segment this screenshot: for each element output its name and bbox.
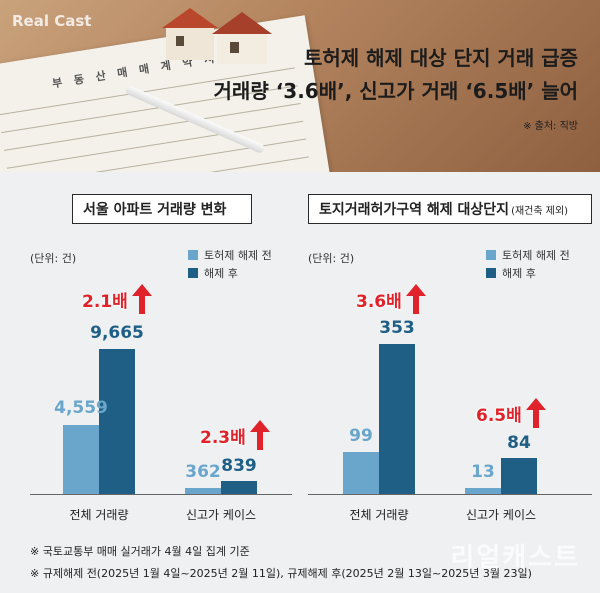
house-models <box>162 8 272 64</box>
up-arrow-icon <box>525 398 546 428</box>
panel-title-text: 서울 아파트 거래량 변화 <box>83 202 227 218</box>
value-label-record-after: 84 <box>507 433 531 453</box>
footnote-2: ※ 규제해제 전(2025년 1월 4일~2025년 2월 11일), 규제해제… <box>30 567 532 580</box>
bar-total-after <box>99 349 135 494</box>
multiplier-record: 6.5배 <box>476 398 546 428</box>
legend-item-before: 토허제 해제 전 <box>188 246 272 264</box>
realcast-logo: Real Cast <box>12 12 92 30</box>
source-note: ※ 출처: 직방 <box>523 121 578 132</box>
headline-line-2: 거래량 ‘3.6배’, 신고가 거래 ‘6.5배’ 늘어 <box>213 79 578 103</box>
up-arrow-icon <box>405 284 426 314</box>
panel-subtitle: (재건축 제외) <box>511 205 569 217</box>
legend-label-after: 해제 후 <box>502 267 536 280</box>
category-label-record: 신고가 케이스 <box>185 508 257 522</box>
panel-title: 서울 아파트 거래량 변화 <box>72 194 252 224</box>
watermark: 리얼캐스트 <box>450 543 580 573</box>
multiplier-total: 3.6배 <box>356 284 426 314</box>
up-arrow-icon <box>131 284 152 314</box>
footnote-1: ※ 국토교통부 매매 실거래가 4월 4일 집계 기준 <box>30 545 250 558</box>
legend: 토허제 해제 전 해제 후 <box>188 246 272 282</box>
multiplier-total: 2.1배 <box>82 284 152 314</box>
bar-total-before <box>343 452 379 494</box>
value-label-record-before: 362 <box>185 462 221 482</box>
multiplier-total-text: 2.1배 <box>82 291 128 312</box>
legend-swatch-before <box>188 250 198 260</box>
category-label-record: 신고가 케이스 <box>465 508 537 522</box>
legend-label-before: 토허제 해제 전 <box>502 249 570 262</box>
multiplier-record-text: 2.3배 <box>200 427 246 448</box>
bar-record-after <box>501 458 537 494</box>
x-axis-line <box>308 494 592 495</box>
bar-record-after <box>221 481 257 494</box>
category-label-total: 전체 거래량 <box>349 508 409 522</box>
legend-label-after: 해제 후 <box>204 267 238 280</box>
panel-title-text: 토지거래허가구역 해제 대상단지 <box>319 202 510 218</box>
headline-line-1: 토허제 해제 대상 단지 거래 급증 <box>303 46 578 70</box>
multiplier-record-text: 6.5배 <box>476 405 522 426</box>
legend-swatch-after <box>486 268 496 278</box>
legend-swatch-after <box>188 268 198 278</box>
legend-item-before: 토허제 해제 전 <box>486 246 570 264</box>
legend-swatch-before <box>486 250 496 260</box>
bar-record-before <box>465 488 501 494</box>
x-axis-line <box>30 494 292 495</box>
legend-item-after: 해제 후 <box>486 264 570 282</box>
legend-item-after: 해제 후 <box>188 264 272 282</box>
up-arrow-icon <box>249 420 270 450</box>
legend-label-before: 토허제 해제 전 <box>204 249 272 262</box>
category-label-total: 전체 거래량 <box>69 508 129 522</box>
panel-seoul-apartments: 서울 아파트 거래량 변화 (단위: 건) 토허제 해제 전 해제 후 4,55… <box>0 172 300 560</box>
multiplier-record: 2.3배 <box>200 420 270 450</box>
bar-record-before <box>185 488 221 494</box>
headline: 토허제 해제 대상 단지 거래 급증 거래량 ‘3.6배’, 신고가 거래 ‘6… <box>214 42 578 108</box>
value-label-record-after: 839 <box>221 456 257 476</box>
value-label-total-before: 4,559 <box>54 398 108 418</box>
header-banner: 부 동 산 매 매 계 약 서 Real Cast 토허제 해제 대상 단지 거… <box>0 0 600 172</box>
value-label-total-after: 353 <box>379 318 415 338</box>
unit-label: (단위: 건) <box>308 252 355 265</box>
panel-title: 토지거래허가구역 해제 대상단지 (재건축 제외) <box>308 194 592 224</box>
legend: 토허제 해제 전 해제 후 <box>486 246 570 282</box>
unit-label: (단위: 건) <box>30 252 77 265</box>
bar-total-before <box>63 425 99 494</box>
value-label-record-before: 13 <box>471 462 495 482</box>
multiplier-total-text: 3.6배 <box>356 291 402 312</box>
bar-total-after <box>379 344 415 494</box>
panel-permit-zone-complexes: 토지거래허가구역 해제 대상단지 (재건축 제외) (단위: 건) 토허제 해제… <box>300 172 600 560</box>
value-label-total-after: 9,665 <box>90 323 144 343</box>
value-label-total-before: 99 <box>349 426 373 446</box>
